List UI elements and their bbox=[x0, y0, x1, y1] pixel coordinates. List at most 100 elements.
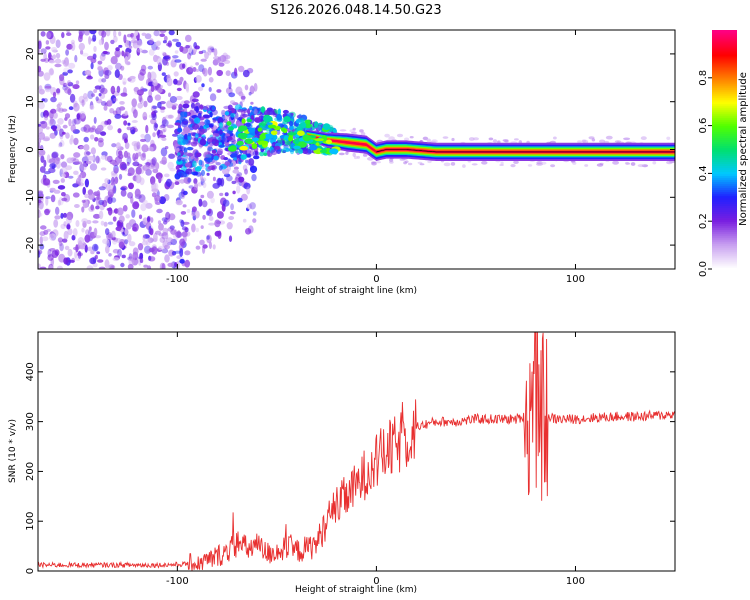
spectrogram-cell bbox=[162, 52, 167, 57]
spectrogram-cell bbox=[223, 115, 229, 120]
spectrogram-cell bbox=[268, 110, 276, 116]
colorbar-gradient bbox=[712, 30, 737, 270]
spectrogram-cell bbox=[105, 239, 110, 248]
colorbar-segment bbox=[712, 223, 737, 226]
spectrogram-cell bbox=[88, 156, 95, 162]
spectrogram-cell bbox=[60, 178, 65, 183]
spectrogram-cell bbox=[163, 127, 167, 133]
spectrogram-cell bbox=[52, 54, 56, 60]
colorbar-segment bbox=[712, 33, 737, 37]
colorbar-segment bbox=[712, 133, 737, 137]
spectrogram-cell bbox=[404, 137, 410, 141]
spectrogram-cell bbox=[236, 140, 244, 146]
colorbar-segment bbox=[712, 119, 737, 123]
spectrogram-cell bbox=[138, 214, 143, 220]
spectrogram-cell bbox=[85, 151, 91, 155]
spectrogram-cell bbox=[187, 52, 192, 60]
spectrogram-cell bbox=[206, 235, 210, 240]
colorbar-segment bbox=[712, 203, 737, 206]
spectrogram-cell bbox=[63, 221, 67, 227]
spectrogram-cell bbox=[114, 176, 119, 184]
spectrogram-cell bbox=[182, 63, 186, 69]
spectrogram-cell bbox=[134, 188, 141, 197]
colorbar-segment bbox=[712, 113, 737, 117]
colorbar-segment bbox=[712, 121, 737, 125]
spectrogram-cell bbox=[60, 212, 64, 219]
spectrogram-cell bbox=[224, 132, 230, 137]
spectrogram-cell bbox=[172, 133, 179, 137]
spectrogram-cell bbox=[426, 138, 432, 143]
colorbar-segment bbox=[712, 73, 737, 77]
spectrogram-cell bbox=[159, 236, 166, 243]
spectrogram-cell bbox=[61, 59, 66, 65]
spectrogram-cell bbox=[139, 258, 144, 264]
spectrogram-cell bbox=[145, 124, 149, 134]
spectrogram-cell bbox=[450, 162, 456, 166]
colorbar-segment bbox=[712, 219, 737, 222]
spectrogram-cell bbox=[118, 31, 122, 37]
spectrogram-cell bbox=[536, 162, 543, 166]
spectrogram-cell bbox=[55, 39, 61, 48]
spectrogram-cell bbox=[156, 208, 163, 214]
colorbar-segment bbox=[712, 235, 737, 238]
spectrogram-cell bbox=[163, 220, 168, 225]
spectrogram-cell bbox=[237, 176, 245, 183]
spectrogram-cell bbox=[201, 83, 205, 88]
spectrogram-cell bbox=[156, 56, 162, 66]
spectrogram-cell bbox=[292, 145, 301, 150]
spectrogram-cell bbox=[163, 194, 170, 201]
colorbar-segment bbox=[712, 43, 737, 47]
spectrogram-cell bbox=[183, 100, 190, 105]
spectrogram-cell bbox=[191, 98, 199, 103]
spectrogram-cell bbox=[195, 245, 201, 250]
x-tick-label: 0 bbox=[373, 576, 379, 587]
spectrogram-cell bbox=[80, 49, 84, 55]
spectrogram-cell bbox=[38, 123, 41, 127]
spectrogram-cell bbox=[61, 197, 68, 202]
spectrogram-cell bbox=[114, 69, 120, 78]
spectrogram-cell bbox=[409, 136, 414, 139]
spectrogram-cell bbox=[266, 122, 273, 126]
spectrogram-cell bbox=[227, 146, 237, 152]
spectrogram-cell bbox=[217, 230, 222, 239]
spectrogram-cell bbox=[274, 145, 281, 150]
spectrogram-cell bbox=[136, 144, 141, 154]
spectrogram-cell bbox=[154, 194, 161, 202]
spectrogram-cell bbox=[147, 216, 151, 223]
spectrogram-cell bbox=[154, 94, 162, 101]
spectrogram-cell bbox=[39, 236, 43, 245]
spectrogram-cell bbox=[174, 181, 180, 186]
spectrogram-cell bbox=[45, 197, 49, 206]
spectrogram-cell bbox=[74, 54, 78, 63]
spectrogram-cell bbox=[399, 158, 406, 161]
spectrogram-cell bbox=[45, 196, 51, 200]
spectrogram-cell bbox=[282, 147, 289, 153]
spectrogram-cell bbox=[147, 65, 153, 70]
spectrogram-cell bbox=[63, 230, 69, 240]
colorbar-segment bbox=[712, 51, 737, 55]
spectrogram-cell bbox=[113, 30, 117, 38]
spectrogram-cell bbox=[118, 44, 123, 48]
spectrogram-cell bbox=[228, 81, 232, 90]
spectrogram-cell bbox=[193, 178, 198, 185]
spectrogram-cell bbox=[159, 106, 166, 110]
spectrogram-cell bbox=[175, 165, 180, 170]
spectrogram-cell bbox=[166, 100, 173, 109]
spectrogram-cell bbox=[49, 117, 55, 125]
spectrogram-cell bbox=[97, 124, 104, 132]
spectrogram-cell bbox=[173, 262, 177, 269]
spectrogram-cell bbox=[217, 182, 222, 187]
spectrogram-cell bbox=[200, 194, 205, 199]
spectrogram-cell bbox=[141, 32, 147, 36]
spectrogram-cell bbox=[252, 211, 257, 216]
spectrogram-ridge bbox=[226, 113, 675, 161]
spectrogram-cell bbox=[117, 128, 122, 134]
spectrogram-cell bbox=[194, 210, 200, 219]
spectrogram-cell bbox=[107, 98, 113, 107]
colorbar-segment bbox=[712, 249, 737, 252]
spectrogram-cell bbox=[65, 132, 70, 139]
spectrogram-cell bbox=[253, 155, 260, 160]
spectrogram-cell bbox=[73, 117, 81, 125]
colorbar-segment bbox=[712, 45, 737, 49]
spectrogram-cell bbox=[246, 203, 253, 210]
